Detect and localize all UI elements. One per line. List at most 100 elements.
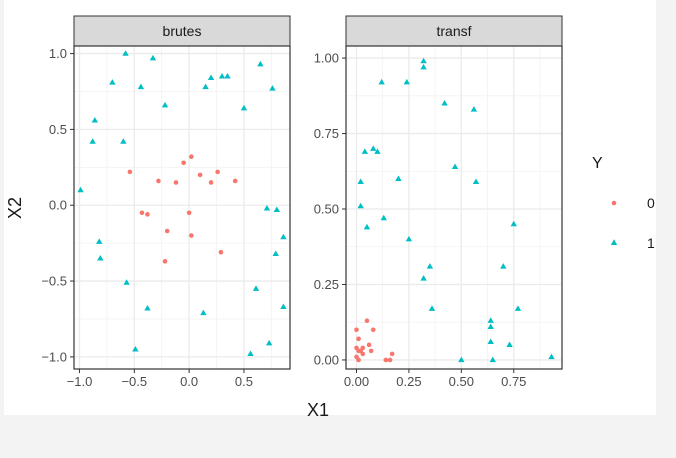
point-class-1 [224, 73, 231, 79]
point-class-0 [356, 336, 361, 342]
point-class-1 [280, 233, 287, 240]
point-class-1 [218, 73, 226, 79]
point-class-1 [247, 350, 254, 357]
point-class-1 [395, 175, 402, 182]
grid-brutes [74, 46, 290, 369]
point-class-1 [370, 145, 377, 151]
x-tick-label-brutes: 0.5 [235, 374, 253, 389]
point-class-1 [470, 106, 478, 112]
point-class-1 [240, 104, 248, 111]
point-class-1 [144, 305, 151, 311]
point-class-0 [208, 180, 214, 185]
point-class-0 [127, 169, 133, 175]
point-class-1 [89, 138, 96, 144]
point-class-1 [161, 101, 169, 108]
point-class-1 [263, 204, 271, 211]
point-class-1 [500, 263, 507, 269]
point-class-0 [173, 180, 179, 185]
point-class-1 [548, 353, 555, 360]
panel-border-transf [345, 45, 563, 370]
point-class-0 [197, 172, 203, 178]
points-brutes [77, 50, 287, 357]
point-class-1 [378, 78, 385, 85]
point-class-1 [403, 78, 411, 85]
point-class-1 [132, 345, 139, 352]
point-class-1 [420, 275, 427, 281]
point-class-0 [189, 154, 194, 159]
x-tick-label-brutes: −1.0 [67, 374, 93, 389]
y-tick-label-brutes: −1.0 [41, 349, 67, 364]
point-class-1 [269, 85, 276, 91]
point-class-0 [354, 354, 359, 360]
legend-key-0: 0 [611, 195, 655, 211]
point-class-0 [370, 327, 376, 333]
point-class-0 [383, 357, 389, 363]
y-tick-label-transf: 0.00 [314, 352, 339, 367]
facet-strip-label-transf: transf [436, 23, 471, 39]
grid-transf [346, 46, 562, 369]
point-class-0 [360, 345, 366, 351]
point-class-1 [272, 250, 279, 256]
point-class-0 [181, 160, 186, 166]
point-class-1 [487, 317, 494, 323]
point-class-1 [420, 63, 427, 70]
y-axis-title: X2 [5, 197, 25, 219]
point-class-1 [441, 100, 448, 106]
legend-title: Y [592, 155, 603, 172]
x-tick-label-transf: 0.50 [449, 374, 474, 389]
point-class-0 [368, 348, 374, 354]
x-axis-title: X1 [307, 400, 329, 420]
x-tick-label-brutes: −0.5 [121, 374, 147, 389]
axes-brutes: −1.0 −0.5 0.0 0.5 −1.0 −0.5 0.0 0.5 1.0 [41, 46, 253, 389]
point-class-1 [96, 238, 103, 244]
point-class-1 [380, 214, 387, 221]
point-class-1 [357, 202, 364, 209]
y-tick-label-brutes: 0.5 [49, 122, 67, 137]
point-class-1 [149, 54, 157, 61]
point-class-1 [122, 50, 129, 56]
point-class-1 [487, 323, 494, 329]
facet-transf: transf 0.00 0.25 0.50 0.75 0.00 0.25 0.50 0.75 1… [314, 15, 563, 389]
point-class-1 [202, 83, 209, 90]
point-class-1 [120, 138, 127, 144]
legend-key-1: 1 [610, 235, 655, 251]
point-class-0 [354, 327, 359, 333]
point-class-1 [506, 341, 513, 348]
legend-key-0-symbol [611, 200, 617, 206]
point-class-0 [162, 259, 168, 264]
point-class-1 [137, 83, 145, 90]
legend-key-0-label: 0 [647, 195, 655, 211]
point-class-0 [215, 169, 220, 175]
point-class-1 [428, 305, 436, 311]
point-class-1 [200, 309, 207, 316]
y-tick-label-transf: 0.50 [314, 202, 339, 217]
point-class-0 [156, 178, 161, 184]
point-class-0 [360, 351, 366, 357]
legend-key-1-symbol [610, 239, 618, 245]
y-tick-label-transf: 0.25 [314, 277, 339, 292]
point-class-1 [109, 79, 116, 85]
facet-strip-label-brutes: brutes [163, 23, 202, 39]
y-tick-label-brutes: −0.5 [41, 274, 67, 289]
point-class-1 [257, 60, 264, 67]
point-class-0 [387, 357, 393, 363]
point-class-0 [164, 228, 170, 234]
point-class-1 [273, 206, 281, 212]
y-tick-label-transf: 0.75 [314, 126, 339, 141]
point-class-0 [139, 210, 145, 216]
point-class-1 [265, 339, 273, 346]
point-class-1 [123, 279, 130, 285]
legend: Y 0 1 [592, 155, 655, 251]
panel-background-transf [346, 46, 562, 369]
x-tick-label-transf: 0.00 [344, 374, 369, 389]
point-class-1 [451, 163, 459, 169]
point-class-1 [77, 186, 84, 193]
point-class-0 [186, 210, 192, 216]
point-class-1 [97, 255, 104, 261]
point-class-1 [357, 178, 364, 185]
x-tick-label-brutes: 0.0 [180, 374, 198, 389]
point-class-0 [366, 342, 372, 348]
point-class-1 [207, 74, 215, 81]
